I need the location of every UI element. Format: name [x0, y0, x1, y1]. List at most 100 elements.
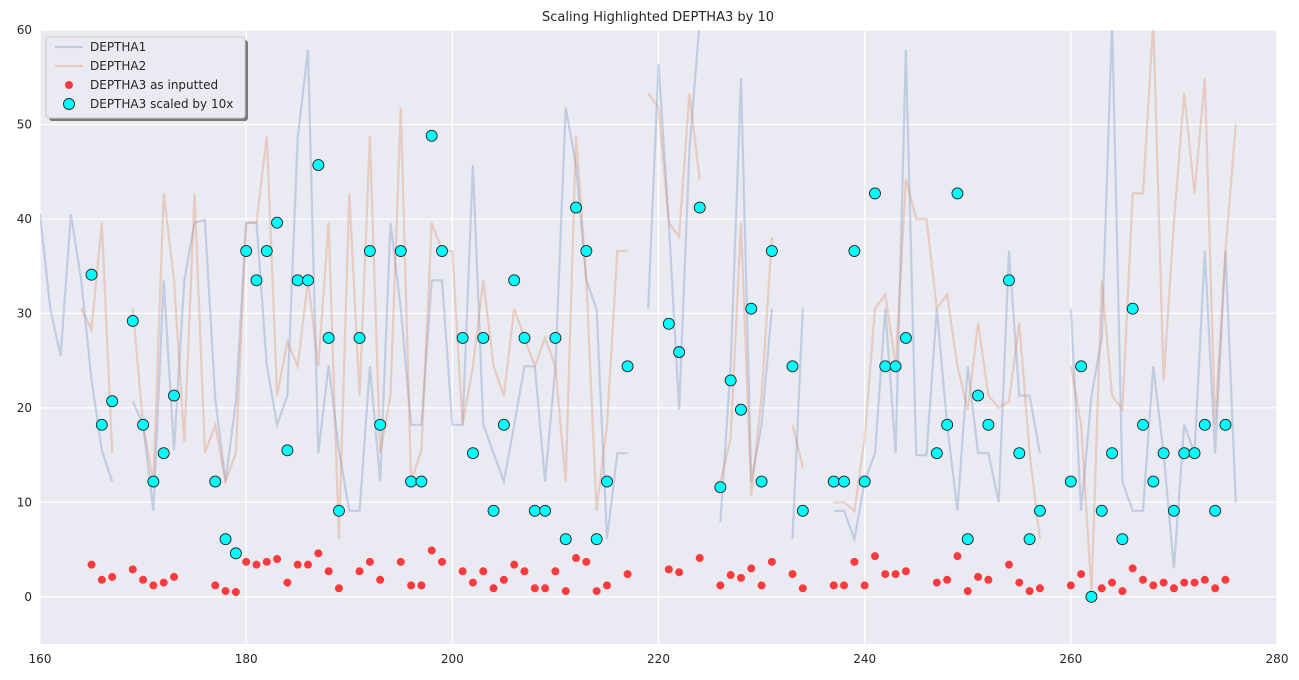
- point-depthA3-input: [1159, 578, 1168, 587]
- legend: DEPTHA1 DEPTHA2 DEPTHA3 as inputted DEPT…: [45, 36, 248, 121]
- point-depthA3-input: [128, 565, 137, 574]
- point-depthA3-scaled: [714, 481, 727, 494]
- point-depthA3-input: [1180, 578, 1189, 587]
- legend-label-depthA2: DEPTHA2: [90, 59, 146, 73]
- point-depthA3-scaled: [1178, 447, 1191, 460]
- point-depthA3-input: [149, 581, 158, 590]
- point-depthA3-input: [159, 578, 168, 587]
- point-depthA3-scaled: [580, 245, 593, 257]
- point-depthA3-input: [695, 554, 704, 563]
- point-depthA3-input: [953, 552, 962, 561]
- point-depthA3-input: [530, 584, 539, 593]
- point-depthA3-scaled: [157, 447, 170, 460]
- point-depthA3-scaled: [271, 216, 284, 229]
- point-depthA3-input: [974, 572, 983, 581]
- point-depthA3-scaled: [549, 331, 562, 344]
- point-depthA3-scaled: [126, 314, 139, 327]
- point-depthA3-input: [1118, 587, 1127, 596]
- point-depthA3-scaled: [1033, 504, 1046, 517]
- point-depthA3-scaled: [858, 475, 871, 488]
- legend-label-depthA3-scaled: DEPTHA3 scaled by 10x: [90, 97, 233, 111]
- point-depthA3-input: [417, 581, 426, 590]
- point-depthA3-input: [623, 570, 632, 579]
- point-depthA3-input: [324, 567, 333, 576]
- point-depthA3-input: [499, 575, 508, 584]
- point-depthA3-input: [1169, 584, 1178, 593]
- point-depthA3-scaled: [363, 245, 376, 257]
- x-tick-label: 180: [235, 652, 258, 666]
- point-depthA3-scaled: [528, 504, 541, 517]
- legend-swatch-depthA3-input: [65, 81, 73, 89]
- point-depthA3-scaled: [786, 360, 799, 373]
- point-depthA3-input: [1066, 581, 1075, 590]
- point-depthA3-scaled: [673, 346, 686, 359]
- point-depthA3-scaled: [85, 268, 98, 281]
- axis-ticks: 160 180 200 220 240 260 280 0 10 20 30 40 50 60: [17, 23, 1289, 666]
- point-depthA3-scaled: [765, 245, 778, 257]
- point-depthA3-input: [1035, 584, 1044, 593]
- point-depthA3-scaled: [1126, 302, 1139, 315]
- y-tick-label: 30: [17, 306, 32, 320]
- point-depthA3-input: [551, 567, 560, 576]
- point-depthA3-scaled: [972, 389, 985, 402]
- point-depthA3-scaled: [1013, 447, 1026, 460]
- point-depthA3-scaled: [1188, 447, 1201, 460]
- point-depthA3-input: [314, 549, 323, 558]
- point-depthA3-input: [561, 587, 570, 596]
- x-tick-label: 200: [441, 652, 464, 666]
- point-depthA3-input: [273, 554, 282, 563]
- point-depthA3-input: [1221, 575, 1230, 584]
- point-depthA3-input: [798, 584, 807, 593]
- point-depthA3-scaled: [95, 418, 108, 431]
- point-depthA3-scaled: [796, 504, 809, 517]
- point-depthA3-scaled: [930, 447, 943, 460]
- point-depthA3-input: [788, 570, 797, 579]
- point-depthA3-input: [1149, 581, 1158, 590]
- x-tick-label: 280: [1266, 652, 1289, 666]
- point-depthA3-scaled: [250, 274, 263, 287]
- point-depthA3-scaled: [693, 201, 706, 214]
- point-depthA3-input: [510, 560, 519, 569]
- point-depthA3-input: [304, 560, 313, 569]
- point-depthA3-input: [334, 584, 343, 593]
- point-depthA3-input: [736, 573, 745, 582]
- point-depthA3-scaled: [1198, 418, 1211, 431]
- point-depthA3-scaled: [106, 395, 119, 408]
- x-tick-label: 220: [647, 652, 670, 666]
- point-depthA3-scaled: [497, 418, 510, 431]
- legend-label-depthA1: DEPTHA1: [90, 40, 146, 54]
- legend-box: [45, 36, 246, 119]
- point-depthA3-input: [468, 578, 477, 587]
- point-depthA3-input: [262, 557, 271, 566]
- point-depthA3-input: [170, 572, 179, 581]
- point-depthA3-scaled: [539, 504, 552, 517]
- point-depthA3-input: [252, 560, 261, 569]
- point-depthA3-scaled: [559, 533, 572, 546]
- point-depthA3-input: [211, 581, 220, 590]
- point-depthA3-scaled: [827, 475, 840, 488]
- x-tick-label: 240: [853, 652, 876, 666]
- point-depthA3-scaled: [147, 475, 160, 488]
- point-depthA3-input: [407, 581, 416, 590]
- point-depthA3-input: [438, 557, 447, 566]
- point-depthA3-scaled: [467, 447, 479, 460]
- point-depthA3-input: [365, 557, 374, 566]
- point-depthA3-scaled: [209, 475, 222, 488]
- point-depthA3-scaled: [570, 201, 582, 214]
- point-depthA3-scaled: [312, 159, 325, 172]
- point-depthA3-input: [376, 575, 385, 584]
- point-depthA3-scaled: [456, 331, 469, 344]
- point-depthA3-input: [582, 557, 591, 566]
- point-depthA3-input: [1138, 575, 1147, 584]
- x-tick-label: 160: [29, 652, 52, 666]
- point-depthA3-input: [592, 587, 601, 596]
- point-depthA3-scaled: [1023, 533, 1036, 546]
- point-depthA3-input: [1108, 578, 1117, 587]
- point-depthA3-input: [716, 581, 725, 590]
- point-depthA3-input: [355, 567, 364, 576]
- point-depthA3-input: [767, 557, 776, 566]
- point-depthA3-scaled: [869, 187, 881, 200]
- point-depthA3-input: [479, 567, 488, 576]
- point-depthA3-scaled: [879, 360, 892, 373]
- point-depthA3-input: [747, 564, 756, 573]
